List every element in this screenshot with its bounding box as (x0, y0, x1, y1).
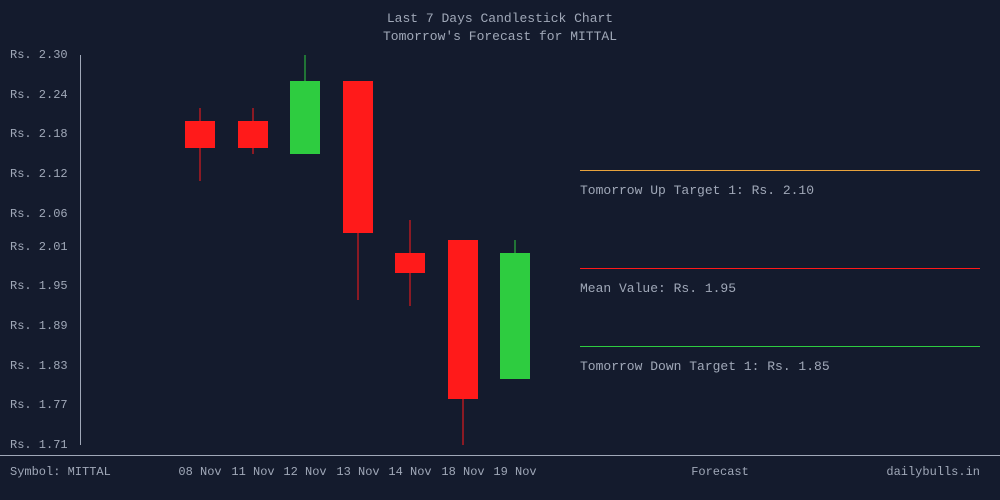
chart-title: Last 7 Days Candlestick Chart Tomorrow's… (0, 10, 1000, 46)
x-axis (0, 455, 1000, 456)
candle-body (395, 253, 425, 273)
symbol-label: Symbol: MITTAL (10, 465, 111, 479)
y-tick-label: Rs. 1.77 (0, 398, 72, 412)
x-tick-label: 11 Nov (231, 465, 274, 479)
legend-item: Tomorrow Up Target 1: Rs. 2.10 (580, 170, 980, 198)
x-tick-label: 14 Nov (388, 465, 431, 479)
y-tick-label: Rs. 2.24 (0, 88, 72, 102)
legend-line (580, 170, 980, 171)
x-tick-label: 12 Nov (283, 465, 326, 479)
y-tick-label: Rs. 1.83 (0, 359, 72, 373)
x-tick-label: 13 Nov (336, 465, 379, 479)
y-tick-label: Rs. 1.71 (0, 438, 72, 452)
y-tick-label: Rs. 2.06 (0, 207, 72, 221)
candle-body (343, 81, 373, 233)
legend-item: Tomorrow Down Target 1: Rs. 1.85 (580, 346, 980, 374)
candle-body (290, 81, 320, 154)
legend-text: Mean Value: Rs. 1.95 (580, 281, 980, 296)
y-axis (80, 55, 81, 445)
x-tick-label: 08 Nov (178, 465, 221, 479)
title-line-1: Last 7 Days Candlestick Chart (0, 10, 1000, 28)
y-tick-label: Rs. 2.18 (0, 127, 72, 141)
y-tick-label: Rs. 2.30 (0, 48, 72, 62)
legend-text: Tomorrow Down Target 1: Rs. 1.85 (580, 359, 980, 374)
y-tick-label: Rs. 2.12 (0, 167, 72, 181)
candle-body (448, 240, 478, 399)
watermark: dailybulls.in (886, 465, 980, 479)
x-tick-label: 18 Nov (441, 465, 484, 479)
legend-item: Mean Value: Rs. 1.95 (580, 268, 980, 296)
title-line-2: Tomorrow's Forecast for MITTAL (0, 28, 1000, 46)
y-tick-label: Rs. 1.95 (0, 279, 72, 293)
legend-line (580, 346, 980, 347)
candle-body (185, 121, 215, 147)
legend-line (580, 268, 980, 269)
legend-text: Tomorrow Up Target 1: Rs. 2.10 (580, 183, 980, 198)
y-tick-label: Rs. 1.89 (0, 319, 72, 333)
candle-body (238, 121, 268, 147)
x-tick-label: Forecast (691, 465, 749, 479)
x-tick-label: 19 Nov (493, 465, 536, 479)
y-tick-label: Rs. 2.01 (0, 240, 72, 254)
candle-body (500, 253, 530, 379)
